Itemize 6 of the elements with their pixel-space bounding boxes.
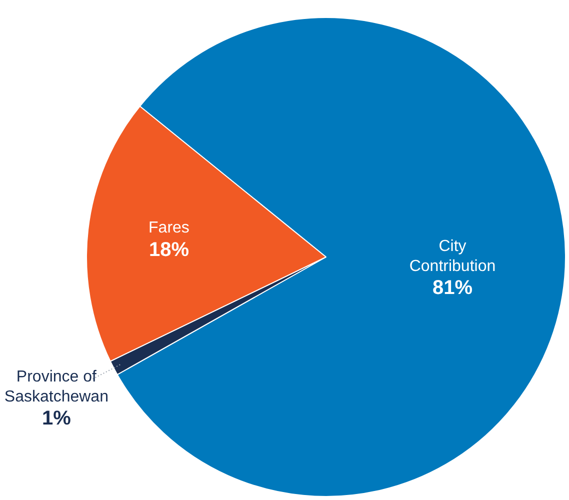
data-label: 18% bbox=[148, 238, 190, 261]
data-label: 1% bbox=[42, 407, 72, 430]
slice-label: City Contribution bbox=[409, 238, 496, 276]
data-label: 81% bbox=[432, 277, 473, 300]
slice-label: Fares bbox=[148, 220, 190, 237]
slice-label: Province of Saskatchewan bbox=[4, 368, 108, 406]
